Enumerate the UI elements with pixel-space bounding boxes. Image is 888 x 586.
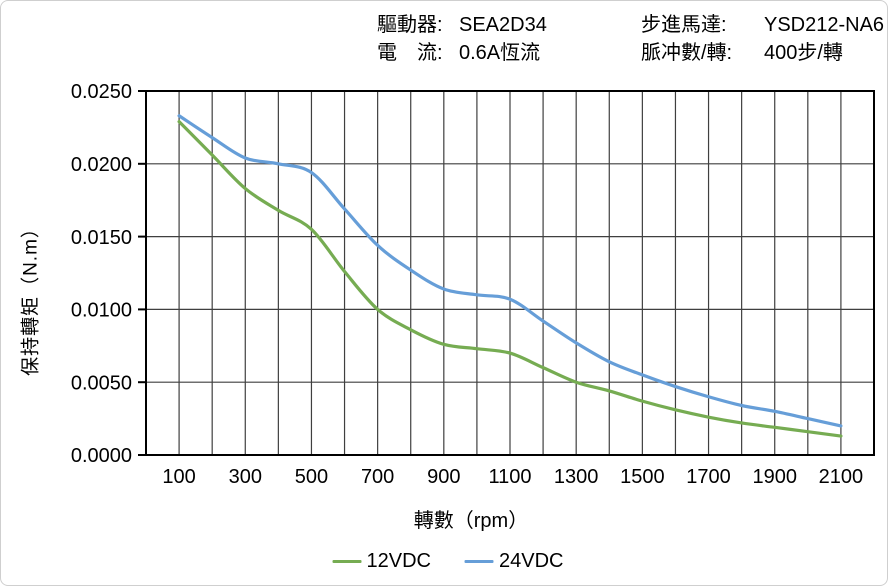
y-axis-title: 保持轉矩（N.m） (20, 218, 42, 376)
driver-label: 驅動器: (377, 14, 443, 36)
svg-text:700: 700 (361, 466, 394, 488)
header-pulses: 脈冲數/轉: 400步/轉 (641, 41, 843, 65)
legend-item-12vdc: 12VDC (332, 550, 431, 573)
svg-text:0.0150: 0.0150 (71, 227, 132, 249)
svg-text:300: 300 (229, 466, 262, 488)
pulses-label: 脈冲數/轉: (641, 42, 733, 64)
svg-text:0.0050: 0.0050 (71, 372, 132, 394)
legend-label-24vdc: 24VDC (499, 550, 564, 572)
svg-text:1700: 1700 (686, 466, 731, 488)
header-driver: 驅動器: SEA2D34 (377, 13, 547, 37)
svg-text:500: 500 (295, 466, 328, 488)
pulses-value: 400步/轉 (764, 42, 843, 64)
svg-text:2100: 2100 (819, 466, 864, 488)
svg-text:0.0000: 0.0000 (71, 445, 132, 467)
svg-text:100: 100 (162, 466, 195, 488)
header-current: 電 流: 0.6A恆流 (377, 41, 540, 65)
svg-text:0.0100: 0.0100 (71, 300, 132, 322)
driver-value: SEA2D34 (459, 14, 547, 36)
current-value: 0.6A恆流 (459, 42, 541, 64)
motor-label: 步進馬達: (641, 14, 727, 36)
current-label: 電 流: (377, 42, 443, 64)
svg-text:0.0250: 0.0250 (71, 81, 132, 103)
svg-text:900: 900 (427, 466, 460, 488)
legend-item-24vdc: 24VDC (465, 550, 563, 573)
legend-swatch-24vdc-line (465, 560, 494, 563)
legend-label-12vdc: 12VDC (366, 550, 431, 572)
svg-text:1300: 1300 (554, 466, 599, 488)
legend-swatch-12vdc-line (332, 560, 362, 563)
header-motor: 步進馬達: YSD212-NA6 (641, 13, 884, 37)
svg-text:1900: 1900 (752, 466, 797, 488)
svg-text:1100: 1100 (488, 466, 531, 488)
x-axis-title: 轉數（rpm） (413, 510, 529, 532)
svg-text:1500: 1500 (620, 466, 665, 488)
motor-value: YSD212-NA6 (764, 14, 885, 36)
svg-text:0.0200: 0.0200 (71, 154, 132, 176)
legend: 12VDC 24VDC (332, 550, 563, 573)
